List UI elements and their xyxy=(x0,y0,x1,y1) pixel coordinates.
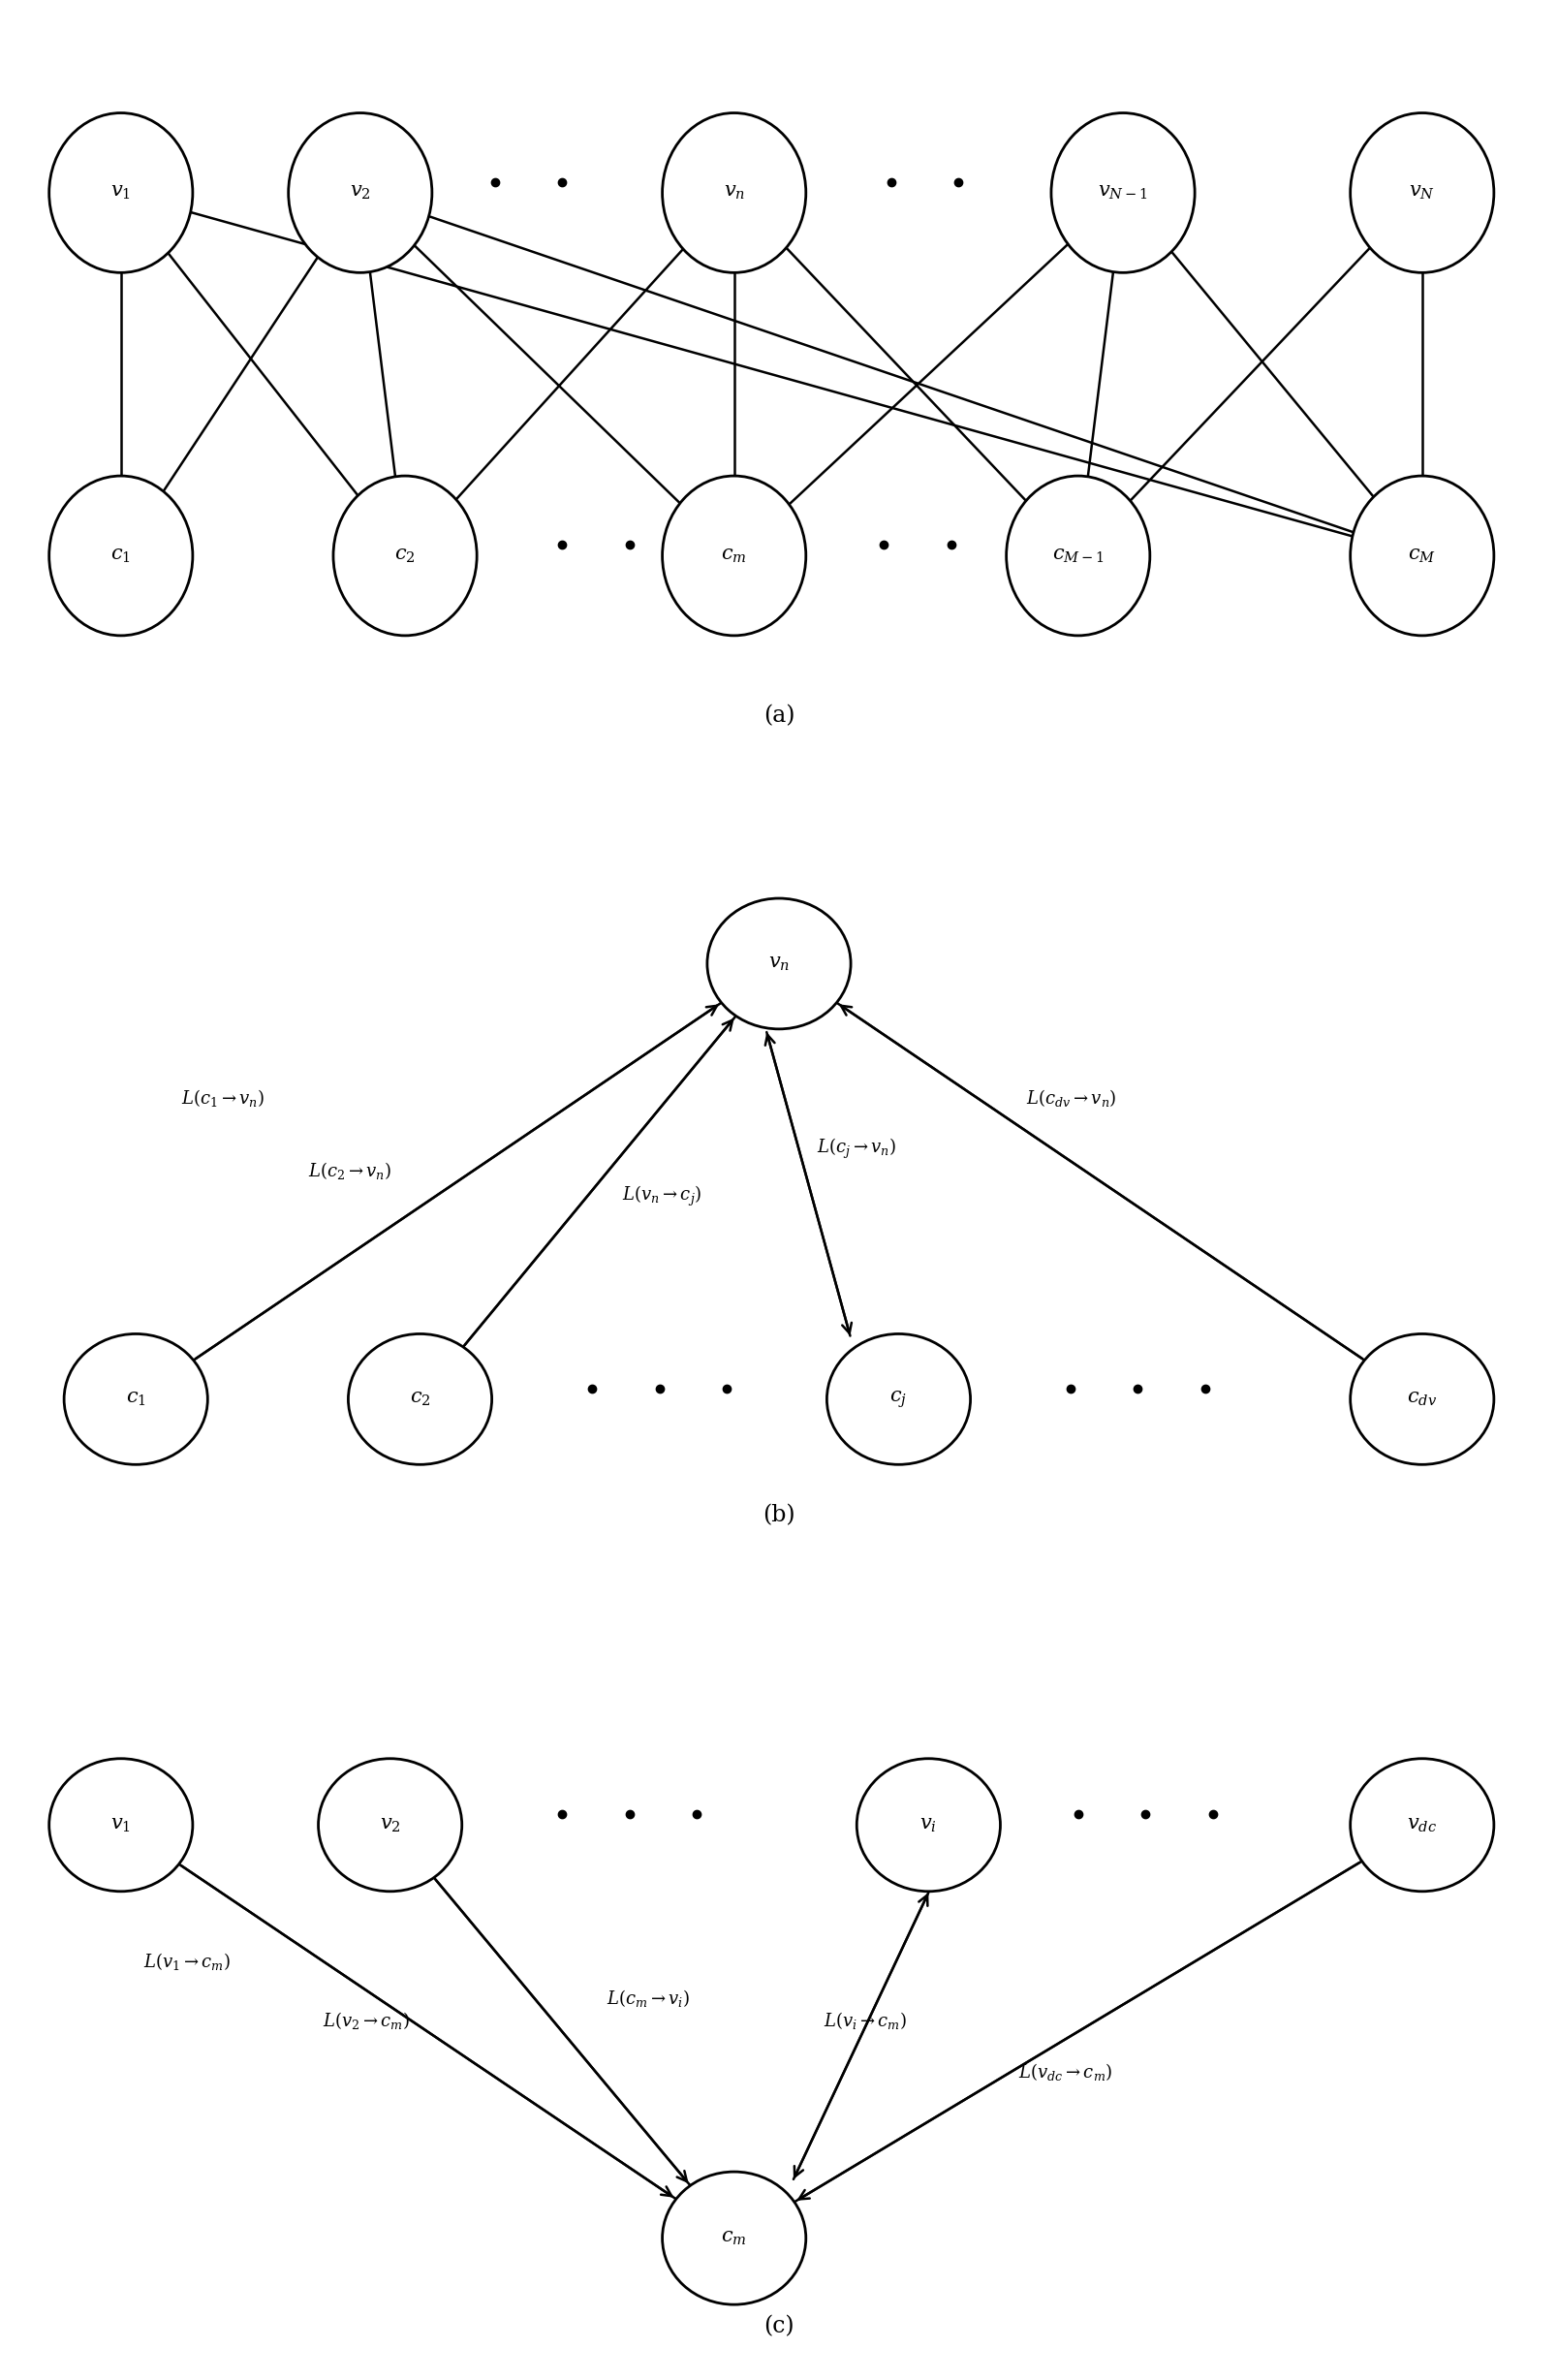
Text: $L(c_2 \rightarrow v_n)$: $L(c_2 \rightarrow v_n)$ xyxy=(308,1159,391,1180)
Text: $v_1$: $v_1$ xyxy=(111,183,131,202)
Text: $v_2$: $v_2$ xyxy=(380,1816,400,1835)
Ellipse shape xyxy=(318,1759,461,1892)
Text: $v_N$: $v_N$ xyxy=(1408,183,1434,202)
Text: $v_i$: $v_i$ xyxy=(919,1816,937,1835)
Text: $L(v_1 \rightarrow c_m)$: $L(v_1 \rightarrow c_m)$ xyxy=(143,1952,230,1973)
Ellipse shape xyxy=(1350,112,1493,274)
Text: $L(v_i \rightarrow c_m)$: $L(v_i \rightarrow c_m)$ xyxy=(824,2009,906,2030)
Text: $c_j$: $c_j$ xyxy=(889,1390,906,1409)
Ellipse shape xyxy=(50,476,193,635)
Ellipse shape xyxy=(349,1333,492,1464)
Text: $c_m$: $c_m$ xyxy=(721,547,746,564)
Ellipse shape xyxy=(50,1759,193,1892)
Text: $c_2$: $c_2$ xyxy=(409,1390,430,1409)
Text: $v_{dc}$: $v_{dc}$ xyxy=(1406,1816,1436,1835)
Text: (a): (a) xyxy=(763,704,794,726)
Ellipse shape xyxy=(50,112,193,274)
Text: $c_{M-1}$: $c_{M-1}$ xyxy=(1051,547,1104,564)
Ellipse shape xyxy=(662,476,805,635)
Ellipse shape xyxy=(1006,476,1149,635)
Text: (b): (b) xyxy=(763,1504,794,1526)
Ellipse shape xyxy=(1051,112,1194,274)
Ellipse shape xyxy=(1350,1333,1493,1464)
Ellipse shape xyxy=(827,1333,970,1464)
Text: $c_1$: $c_1$ xyxy=(111,547,131,564)
Ellipse shape xyxy=(662,2171,805,2304)
Text: $v_1$: $v_1$ xyxy=(111,1816,131,1835)
Text: $L(c_j \rightarrow v_n)$: $L(c_j \rightarrow v_n)$ xyxy=(816,1138,895,1161)
Ellipse shape xyxy=(707,897,850,1028)
Text: $L(c_1 \rightarrow v_n)$: $L(c_1 \rightarrow v_n)$ xyxy=(181,1088,265,1109)
Text: (c): (c) xyxy=(763,2316,794,2337)
Text: $L(c_{dv} \rightarrow v_n)$: $L(c_{dv} \rightarrow v_n)$ xyxy=(1025,1088,1115,1109)
Text: $v_2$: $v_2$ xyxy=(349,183,371,202)
Ellipse shape xyxy=(64,1333,207,1464)
Text: $c_1$: $c_1$ xyxy=(126,1390,146,1409)
Ellipse shape xyxy=(662,112,805,274)
Ellipse shape xyxy=(288,112,431,274)
Text: $c_M$: $c_M$ xyxy=(1408,547,1436,564)
Text: $L(c_m \rightarrow v_i)$: $L(c_m \rightarrow v_i)$ xyxy=(607,1987,690,2009)
Text: $L(v_n \rightarrow c_j)$: $L(v_n \rightarrow c_j)$ xyxy=(621,1183,701,1209)
Text: $L(v_2 \rightarrow c_m)$: $L(v_2 \rightarrow c_m)$ xyxy=(322,2009,409,2030)
Text: $c_m$: $c_m$ xyxy=(721,2230,746,2247)
Ellipse shape xyxy=(333,476,476,635)
Ellipse shape xyxy=(1350,1759,1493,1892)
Ellipse shape xyxy=(856,1759,1000,1892)
Ellipse shape xyxy=(1350,476,1493,635)
Text: $v_n$: $v_n$ xyxy=(722,183,744,202)
Text: $L(v_{dc} \rightarrow c_m)$: $L(v_{dc} \rightarrow c_m)$ xyxy=(1018,2061,1112,2082)
Text: $v_n$: $v_n$ xyxy=(768,954,789,973)
Text: $c_{dv}$: $c_{dv}$ xyxy=(1406,1390,1436,1409)
Text: $v_{N-1}$: $v_{N-1}$ xyxy=(1098,183,1148,202)
Text: $c_2$: $c_2$ xyxy=(394,547,416,564)
